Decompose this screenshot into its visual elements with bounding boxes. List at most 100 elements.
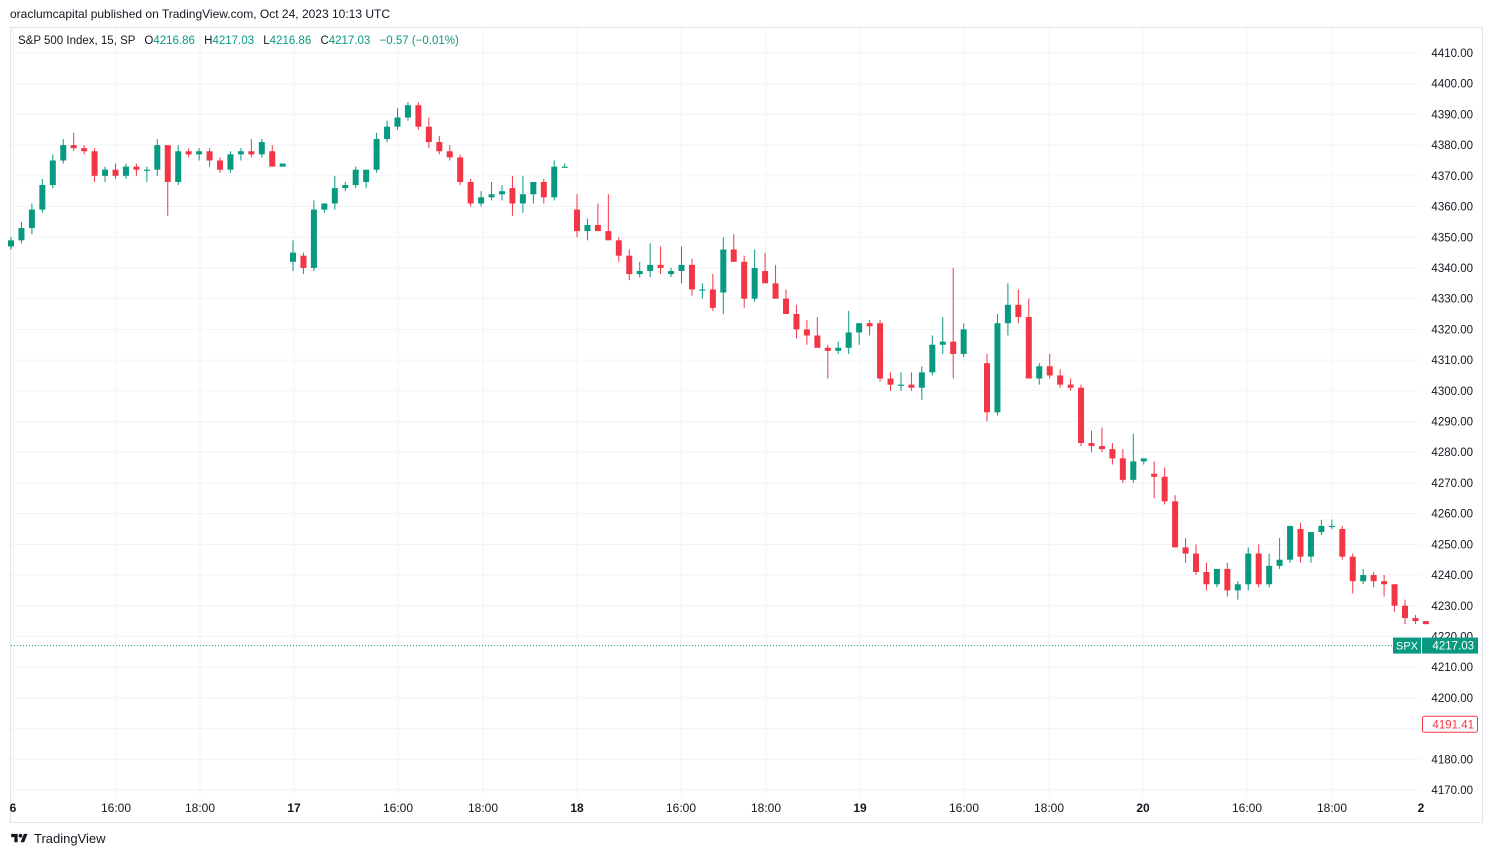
legend-low-label: L	[263, 35, 270, 47]
candle	[1161, 467, 1168, 505]
candle	[404, 102, 411, 121]
candle-body	[647, 264, 654, 272]
y-tick-label: 4310.00	[1431, 355, 1473, 367]
candle-body	[206, 151, 213, 161]
x-tick-label: 18:00	[185, 801, 215, 815]
candle	[1224, 562, 1231, 597]
candle-body	[300, 255, 307, 268]
candle-body	[1130, 461, 1137, 480]
candle-body	[373, 138, 380, 170]
candle	[342, 181, 349, 192]
candle-body	[60, 145, 67, 161]
candle-body	[1161, 476, 1168, 502]
candle	[1276, 538, 1283, 569]
candle	[290, 240, 296, 272]
candle-body	[678, 264, 685, 272]
candle-body	[960, 329, 967, 354]
candle	[1266, 553, 1273, 588]
candle-body	[1213, 568, 1220, 585]
candle-body	[279, 163, 286, 167]
candle	[783, 289, 789, 315]
candle-body	[866, 323, 873, 327]
candle	[499, 185, 505, 201]
y-tick-label: 4280.00	[1431, 447, 1473, 459]
candle-body	[835, 347, 842, 351]
candle-body	[269, 151, 276, 167]
candle	[1098, 427, 1105, 453]
candle-body	[1318, 525, 1325, 533]
candle	[394, 108, 401, 130]
candle-body	[49, 160, 56, 186]
candle-body	[143, 169, 150, 171]
candle-body	[1119, 458, 1126, 480]
candle	[793, 304, 800, 339]
candle-body	[1067, 384, 1074, 388]
candle-body	[384, 126, 391, 139]
candle-body	[908, 384, 915, 388]
candle	[994, 314, 1001, 416]
candle	[436, 135, 443, 155]
candle	[574, 194, 580, 238]
candle	[772, 264, 779, 299]
candle	[709, 274, 716, 311]
candle-body	[751, 267, 758, 299]
y-tick-label: 4210.00	[1431, 662, 1473, 674]
legend-change: −0.57 (−0.01%)	[379, 35, 459, 47]
tradingview-logo-icon	[11, 833, 28, 843]
candle	[1067, 378, 1074, 391]
candle-body	[18, 228, 25, 241]
candle-body	[112, 169, 119, 176]
grid	[11, 28, 1420, 796]
candle-body	[929, 344, 936, 373]
time-axis[interactable]: 6 16:00 18:00 17 16:00 18:00 18 16:00 18:00 19 16:…	[10, 801, 1425, 815]
candle	[1004, 283, 1011, 336]
candle	[122, 163, 129, 179]
candle	[49, 154, 56, 189]
candle	[762, 252, 769, 284]
candle-body	[1287, 525, 1294, 560]
candle	[321, 203, 328, 213]
candle-body	[237, 151, 244, 155]
candle	[594, 203, 601, 232]
candle-body	[709, 289, 716, 308]
candle	[1036, 363, 1043, 385]
candle	[741, 255, 748, 308]
last-price-symbol: SPX	[1396, 641, 1419, 653]
candle	[363, 169, 370, 189]
x-tick-label: 20	[1136, 801, 1150, 815]
candle-body	[1078, 387, 1085, 443]
candle-body	[81, 148, 88, 152]
candles	[8, 102, 1429, 625]
footer-brand[interactable]: TradingView	[10, 831, 106, 846]
price-axis[interactable]: 4410.00 4400.00 4390.00 4380.00 4370.00 4360.…	[1431, 48, 1473, 797]
candle	[939, 317, 946, 354]
candle	[1140, 458, 1147, 465]
candle-body	[1057, 375, 1064, 385]
y-tick-label: 4330.00	[1431, 294, 1473, 306]
candle-body	[1328, 525, 1335, 528]
candle-body	[217, 160, 223, 170]
candle	[102, 166, 109, 182]
candle	[39, 178, 46, 213]
candle	[300, 252, 307, 275]
y-tick-label: 4350.00	[1431, 232, 1473, 244]
candle	[605, 194, 612, 241]
x-tick-label: 6	[10, 801, 17, 815]
x-tick-label: 18:00	[468, 801, 498, 815]
candle-body	[1276, 559, 1283, 566]
legend-open-value: 4216.86	[153, 35, 195, 47]
candle-body	[530, 181, 537, 195]
candle	[1287, 525, 1294, 563]
candle	[175, 145, 182, 186]
candle	[28, 203, 35, 235]
candle	[615, 237, 622, 262]
candle-body	[783, 298, 789, 315]
candle	[530, 181, 537, 204]
candle-body	[196, 151, 203, 155]
x-tick-label: 16:00	[1232, 801, 1262, 815]
candle-body	[845, 332, 852, 348]
y-tick-label: 4400.00	[1431, 79, 1473, 91]
candle	[657, 246, 664, 275]
candle-body	[657, 264, 664, 268]
